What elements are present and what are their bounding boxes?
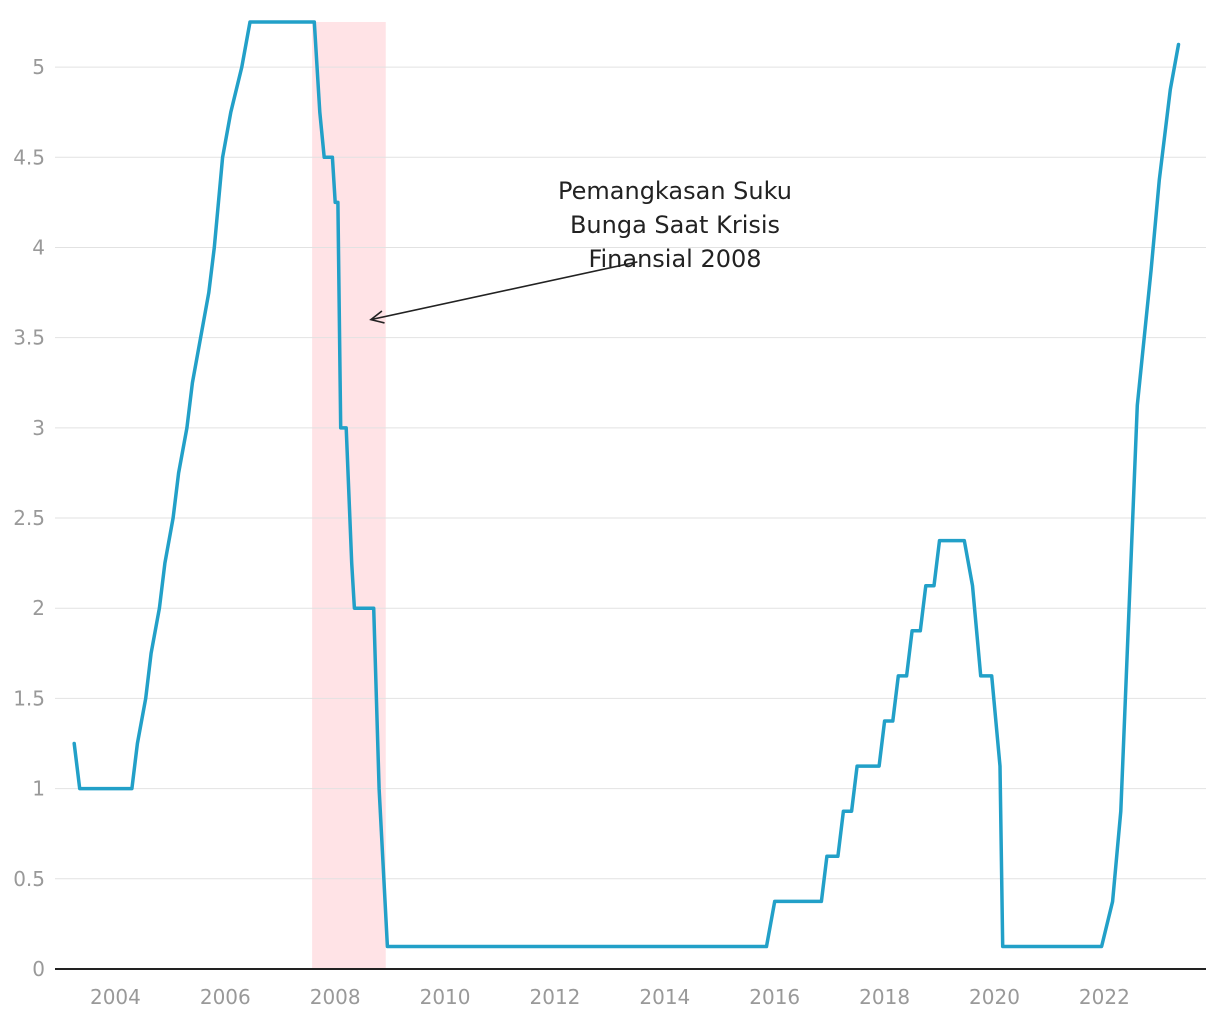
y-tick-label: 0 <box>32 957 45 981</box>
x-axis-ticks: 2004 2006 2008 2010 2012 2014 2016 2018 2020 2022 <box>90 985 1130 1009</box>
x-tick-label: 2014 <box>639 985 690 1009</box>
series-line <box>72 20 1181 949</box>
annotation-line-1: Pemangkasan Suku <box>558 177 792 205</box>
y-tick-label: 4 <box>32 235 45 259</box>
series-layer <box>72 20 1181 949</box>
x-tick-label: 2020 <box>969 985 1020 1009</box>
x-tick-label: 2004 <box>90 985 141 1009</box>
y-tick-label: 1 <box>32 777 45 801</box>
x-tick-label: 2012 <box>530 985 581 1009</box>
y-axis-ticks: 0 0.5 1 1.5 2 2.5 3 3.5 4 4.5 5 <box>13 55 45 981</box>
x-tick-label: 2006 <box>200 985 251 1009</box>
annotation-arrow-head <box>369 310 385 324</box>
x-tick-label: 2022 <box>1079 985 1130 1009</box>
x-tick-label: 2010 <box>420 985 471 1009</box>
y-tick-label: 1.5 <box>13 686 45 710</box>
y-tick-label: 3.5 <box>13 326 45 350</box>
annotation-line-2: Bunga Saat Krisis <box>570 211 780 239</box>
y-tick-label: 2 <box>32 596 45 620</box>
y-tick-label: 3 <box>32 416 45 440</box>
x-tick-label: 2008 <box>310 985 361 1009</box>
y-tick-label: 2.5 <box>13 506 45 530</box>
annotation: Pemangkasan Suku Bunga Saat Krisis Finan… <box>369 177 792 324</box>
x-tick-label: 2018 <box>859 985 910 1009</box>
annotation-arrow-line <box>370 261 638 321</box>
x-tick-label: 2016 <box>749 985 800 1009</box>
y-tick-label: 4.5 <box>13 145 45 169</box>
y-tick-label: 5 <box>32 55 45 79</box>
y-tick-label: 0.5 <box>13 867 45 891</box>
gridlines <box>55 66 1206 880</box>
annotation-line-3: Finansial 2008 <box>588 245 761 273</box>
